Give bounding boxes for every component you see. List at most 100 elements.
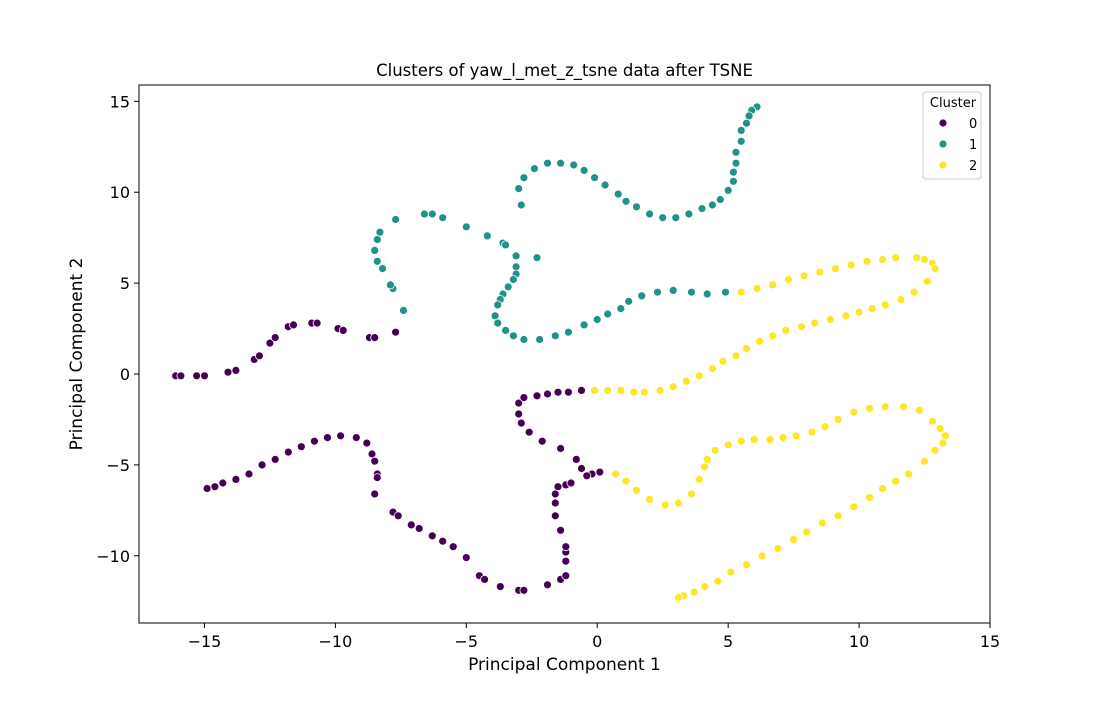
data-point-cluster-2-67 [935, 424, 945, 433]
data-point-cluster-0-77 [553, 482, 563, 492]
data-point-cluster-0-67 [543, 580, 552, 590]
data-point-cluster-0-60 [448, 542, 458, 552]
data-point-cluster-2-46 [674, 498, 683, 508]
data-point-cluster-2-30 [718, 356, 728, 366]
data-point-cluster-0-15 [338, 325, 348, 335]
data-point-cluster-1-5 [736, 136, 746, 146]
data-point-cluster-0-74 [550, 511, 560, 521]
data-point-cluster-0-17 [370, 333, 380, 343]
data-point-cluster-2-33 [681, 376, 691, 386]
data-point-cluster-0-53 [370, 489, 380, 499]
data-point-cluster-1-62 [564, 327, 573, 337]
data-point-cluster-0-46 [336, 431, 346, 441]
data-point-cluster-2-54 [749, 434, 759, 444]
legend-marker-2 [938, 160, 948, 170]
data-point-cluster-0-3 [200, 371, 209, 381]
data-point-cluster-1-59 [519, 335, 529, 344]
data-point-cluster-1-70 [668, 285, 678, 295]
data-point-cluster-2-89 [674, 593, 683, 602]
data-point-cluster-1-64 [592, 315, 602, 324]
data-point-cluster-2-53 [736, 436, 746, 446]
data-point-cluster-0-27 [516, 418, 526, 428]
data-point-cluster-0-35 [202, 484, 212, 493]
data-point-cluster-1-21 [600, 180, 610, 190]
x-tick-label: 5 [723, 632, 733, 651]
data-point-cluster-0-28 [524, 427, 534, 437]
data-point-cluster-0-4 [223, 367, 233, 377]
data-point-cluster-2-15 [922, 276, 932, 286]
data-point-cluster-2-36 [640, 387, 649, 397]
data-point-cluster-2-23 [810, 318, 819, 328]
data-point-cluster-1-39 [391, 215, 401, 224]
data-point-cluster-1-12 [708, 200, 717, 210]
data-point-cluster-1-23 [579, 165, 589, 175]
data-point-cluster-2-69 [938, 438, 948, 448]
data-point-cluster-2-50 [702, 454, 712, 464]
data-point-cluster-2-85 [713, 576, 723, 586]
data-point-cluster-0-36 [210, 482, 220, 492]
data-point-cluster-0-52 [372, 473, 382, 483]
data-point-cluster-0-57 [414, 524, 424, 533]
data-point-cluster-0-63 [480, 575, 490, 584]
data-point-cluster-2-26 [768, 331, 778, 341]
data-point-cluster-2-5 [815, 267, 825, 277]
data-point-cluster-2-58 [807, 427, 817, 437]
data-point-cluster-0-31 [571, 454, 581, 464]
data-point-cluster-1-61 [550, 331, 560, 341]
data-point-cluster-1-2 [744, 111, 754, 121]
data-point-cluster-2-49 [700, 462, 709, 472]
data-point-cluster-0-80 [582, 471, 592, 481]
data-point-cluster-0-38 [231, 474, 241, 484]
data-point-cluster-1-57 [501, 325, 511, 335]
data-point-cluster-0-69 [561, 571, 571, 581]
data-point-cluster-1-56 [493, 318, 503, 328]
legend-marker-0 [938, 118, 948, 128]
x-tick-label: −5 [455, 632, 479, 651]
data-point-cluster-1-41 [427, 209, 437, 219]
data-point-cluster-0-73 [556, 525, 565, 535]
data-point-cluster-2-18 [880, 300, 890, 310]
data-point-cluster-2-17 [896, 295, 906, 304]
data-point-cluster-2-82 [757, 551, 767, 561]
data-point-cluster-0-47 [351, 433, 361, 443]
data-point-cluster-1-22 [590, 173, 599, 183]
data-point-cluster-0-11 [289, 320, 298, 330]
data-point-cluster-2-25 [781, 325, 791, 335]
x-tick-label: 10 [849, 632, 869, 651]
data-point-cluster-0-42 [283, 447, 293, 457]
data-point-cluster-2-35 [655, 385, 665, 395]
data-point-cluster-0-30 [556, 444, 565, 453]
x-tick-label: −10 [319, 632, 353, 651]
data-point-cluster-0-49 [367, 449, 377, 459]
x-tick-label: 15 [980, 632, 1000, 651]
y-tick-label: 5 [120, 274, 130, 293]
data-point-cluster-1-15 [671, 213, 681, 223]
data-point-cluster-1-73 [721, 287, 730, 297]
data-point-cluster-0-43 [296, 442, 306, 452]
legend: Cluster 0 1 2 [922, 91, 982, 180]
data-point-cluster-2-11 [912, 253, 922, 263]
data-point-cluster-1-19 [621, 196, 631, 206]
legend-label-2: 2 [969, 159, 977, 174]
data-point-cluster-2-80 [789, 535, 798, 544]
data-point-cluster-2-27 [755, 336, 764, 346]
data-point-cluster-0-59 [438, 536, 448, 546]
data-point-cluster-0-70 [561, 556, 571, 566]
data-point-cluster-2-42 [621, 476, 631, 486]
data-point-cluster-2-0 [736, 287, 746, 297]
legend-label-1: 1 [969, 138, 977, 153]
x-axis-ticks: −15 −10 −5 0 5 10 15 [188, 623, 1000, 651]
plot-frame [138, 84, 991, 624]
data-point-cluster-1-6 [731, 147, 741, 157]
data-point-cluster-0-32 [577, 464, 586, 473]
data-point-cluster-1-63 [579, 320, 589, 330]
data-point-cluster-2-71 [920, 456, 929, 466]
data-point-cluster-2-45 [660, 500, 670, 510]
data-point-cluster-2-24 [797, 322, 806, 332]
data-point-cluster-1-33 [385, 280, 395, 290]
data-point-cluster-2-61 [849, 407, 859, 417]
data-point-cluster-1-40 [419, 209, 429, 219]
data-point-cluster-0-61 [461, 553, 471, 562]
data-point-cluster-1-47 [511, 251, 521, 261]
data-point-cluster-1-74 [399, 305, 408, 315]
